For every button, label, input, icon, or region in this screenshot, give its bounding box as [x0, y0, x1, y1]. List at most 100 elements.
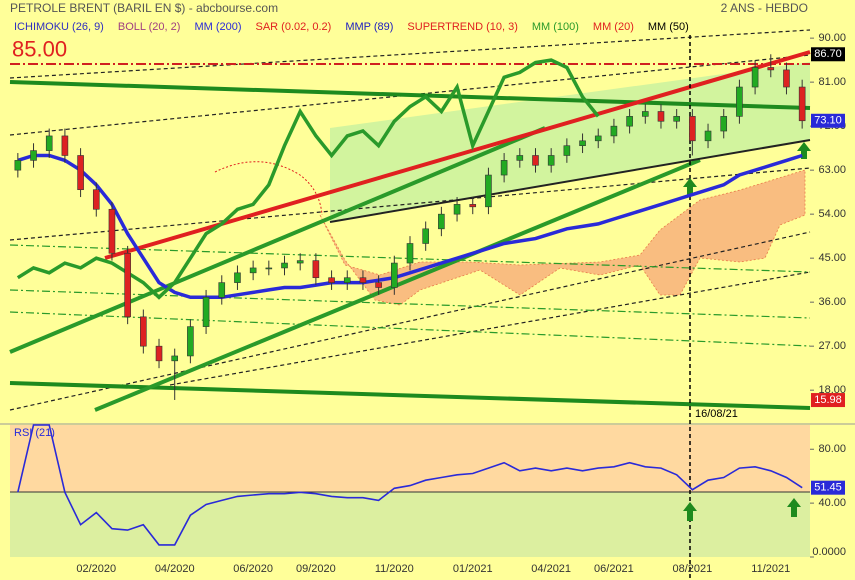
candle-body: [704, 130, 712, 142]
indicator-line: [17, 153, 803, 300]
candle-body: [453, 204, 461, 215]
candle-body: [736, 86, 743, 117]
y-tick-label: 40.00: [818, 497, 846, 509]
candle-body: [767, 67, 775, 71]
candle-body: [218, 282, 226, 298]
chart-title: PETROLE BRENT (BARIL EN $) - abcbourse.c…: [10, 1, 278, 15]
candle-body: [171, 355, 179, 362]
candle-body: [375, 282, 382, 288]
arrows: [683, 142, 811, 521]
candle-body: [438, 213, 445, 230]
candle-body: [641, 111, 649, 117]
candle-body: [30, 150, 37, 161]
candle-body: [626, 116, 633, 127]
candle-body: [783, 69, 790, 88]
legend-entry: MM (200): [194, 21, 241, 33]
candle-body: [610, 125, 618, 137]
chart-subtitle: 2 ANS - HEBDO: [721, 1, 808, 15]
candle-body: [187, 326, 194, 357]
legend-entry: SUPERTREND (10, 3): [407, 21, 517, 33]
x-tick-label: 04/2021: [531, 563, 571, 575]
x-tick-label: 09/2020: [296, 563, 336, 575]
price-label: 73.10: [814, 115, 842, 127]
candle-body: [751, 67, 759, 88]
legend-entry: BOLL (20, 2): [118, 21, 181, 33]
indicator-line: [16, 58, 600, 300]
ichimoku-cloud: [319, 169, 806, 306]
y-tick-label: 27.00: [818, 340, 846, 352]
x-tick-label: 11/2021: [751, 563, 790, 575]
candle-body: [720, 116, 728, 132]
candle-body: [500, 160, 508, 176]
x-tick-label: 06/2020: [233, 563, 273, 575]
candle-body: [77, 155, 84, 191]
legend-entry: SAR (0.02, 0.2): [256, 21, 332, 33]
candle-body: [92, 189, 100, 210]
candle-body: [312, 260, 320, 279]
y-tick-label: 80.00: [818, 443, 846, 455]
candle-body: [124, 252, 131, 318]
candle-body: [422, 228, 429, 244]
candle-body: [61, 135, 69, 156]
rsi-line: [17, 424, 803, 546]
candle-body: [359, 277, 367, 283]
candle-body: [563, 145, 571, 156]
candle-body: [485, 174, 492, 208]
x-tick-label: 11/2020: [375, 563, 414, 575]
candle-body: [547, 155, 555, 166]
candle-body: [234, 272, 241, 283]
rsi-upper-zone: [10, 425, 810, 492]
legend-entry: MM (100): [532, 21, 579, 33]
candle-body: [14, 160, 22, 171]
candle-body: [469, 204, 477, 208]
y-tick-label: 54.00: [818, 208, 846, 220]
candle-body: [532, 155, 539, 166]
price-box: [811, 47, 845, 62]
candle-body: [202, 296, 210, 327]
y-tick-label: 36.00: [818, 296, 846, 308]
x-tick-label: 01/2021: [453, 563, 493, 575]
x-tick-label: 02/2020: [76, 563, 116, 575]
x-tick-label: 08/2021: [672, 563, 712, 575]
candle-body: [579, 140, 586, 147]
candle-body: [328, 277, 335, 283]
legend-entry: MMP (89): [345, 21, 393, 33]
candle-body: [265, 267, 273, 270]
candle-body: [140, 316, 147, 347]
candle-body: [155, 345, 163, 362]
price-box: [811, 480, 845, 495]
candle-body: [249, 267, 257, 274]
price-box: [811, 393, 845, 408]
annotation: 16/08/21: [695, 408, 738, 420]
candle-body: [516, 155, 524, 161]
y-tick-label: 81.00: [818, 76, 846, 88]
price-label: 86.70: [814, 48, 842, 60]
x-tick-label: 04/2020: [155, 563, 195, 575]
candle-body: [391, 262, 398, 288]
y-tick-label: 90.00: [818, 32, 846, 44]
candle-body: [594, 135, 602, 142]
rsi-label: 51.45: [814, 482, 842, 494]
level-label: 85.00: [12, 36, 67, 61]
y-tick-label: 63.00: [818, 164, 846, 176]
y-tick-label: 45.00: [818, 252, 846, 264]
candle-body: [657, 111, 665, 122]
candle-body: [296, 260, 304, 264]
candle-body: [45, 135, 53, 151]
candle-body: [281, 262, 288, 269]
price-box: [811, 113, 845, 128]
price-label: 15.98: [814, 394, 842, 406]
candle-body: [406, 243, 414, 264]
sar-dots: [214, 161, 323, 216]
candle-body: [343, 277, 351, 283]
y-tick-label: 0.0000: [812, 546, 846, 558]
candle-body: [673, 116, 680, 122]
candle-body: [689, 116, 696, 142]
candle-body: [798, 86, 806, 122]
rsi-title: RSI (21): [14, 427, 55, 439]
legend-entry: MM (20): [593, 21, 634, 33]
candle-body: [108, 208, 116, 254]
legend-entry: MM (50): [648, 21, 689, 33]
legend: ICHIMOKU (26, 9) BOLL (20, 2) MM (200) SAR …: [14, 21, 689, 33]
